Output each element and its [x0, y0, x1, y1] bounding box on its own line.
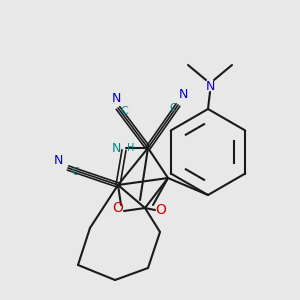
Text: O: O — [112, 201, 123, 215]
Text: O: O — [156, 203, 167, 217]
Text: C: C — [120, 106, 128, 116]
Text: H: H — [127, 143, 134, 153]
Text: N: N — [178, 88, 188, 101]
Text: N: N — [53, 154, 63, 166]
Text: N: N — [111, 142, 121, 154]
Text: C: C — [71, 167, 79, 177]
Text: C: C — [169, 103, 177, 113]
Text: N: N — [111, 92, 121, 104]
Text: N: N — [205, 80, 215, 94]
